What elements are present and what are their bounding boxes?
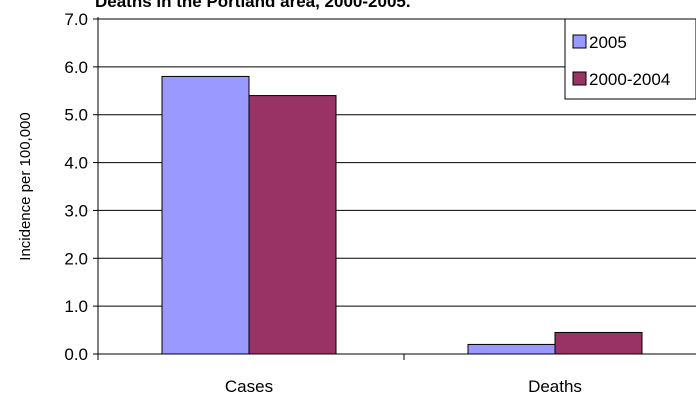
legend-label: 2000-2004 — [589, 70, 670, 89]
y-tick-label: 2.0 — [64, 249, 88, 268]
chart-title: Deaths in the Portland area, 2000-2005. — [95, 0, 411, 11]
y-tick-label: 1.0 — [64, 297, 88, 316]
y-tick-labels: 0.0 1.0 2.0 3.0 4.0 5.0 6.0 7.0 — [64, 10, 88, 364]
y-tick-label: 3.0 — [64, 201, 88, 220]
y-tick-label: 5.0 — [64, 106, 88, 125]
y-tick-label: 7.0 — [64, 10, 88, 29]
bar-deaths-2005 — [467, 343, 556, 355]
bar-cases-2005 — [161, 75, 250, 355]
x-category-label: Deaths — [528, 377, 582, 396]
y-axis-label: Incidence per 100,000 — [17, 112, 34, 260]
legend-box — [564, 18, 696, 100]
bars — [161, 75, 643, 355]
axes — [97, 17, 696, 355]
y-tick-label: 0.0 — [64, 345, 88, 364]
bar-deaths-20002004 — [554, 331, 643, 355]
legend-label: 2005 — [589, 33, 627, 52]
legend: 2005 2000-2004 — [564, 18, 696, 100]
y-tick-label: 4.0 — [64, 154, 88, 173]
y-tick-label: 6.0 — [64, 58, 88, 77]
bar-cases-20002004 — [248, 95, 337, 355]
x-category-label: Cases — [225, 377, 273, 396]
legend-swatch — [572, 71, 587, 86]
legend-swatch — [572, 34, 587, 49]
x-category-labels: Cases Deaths — [97, 354, 582, 396]
